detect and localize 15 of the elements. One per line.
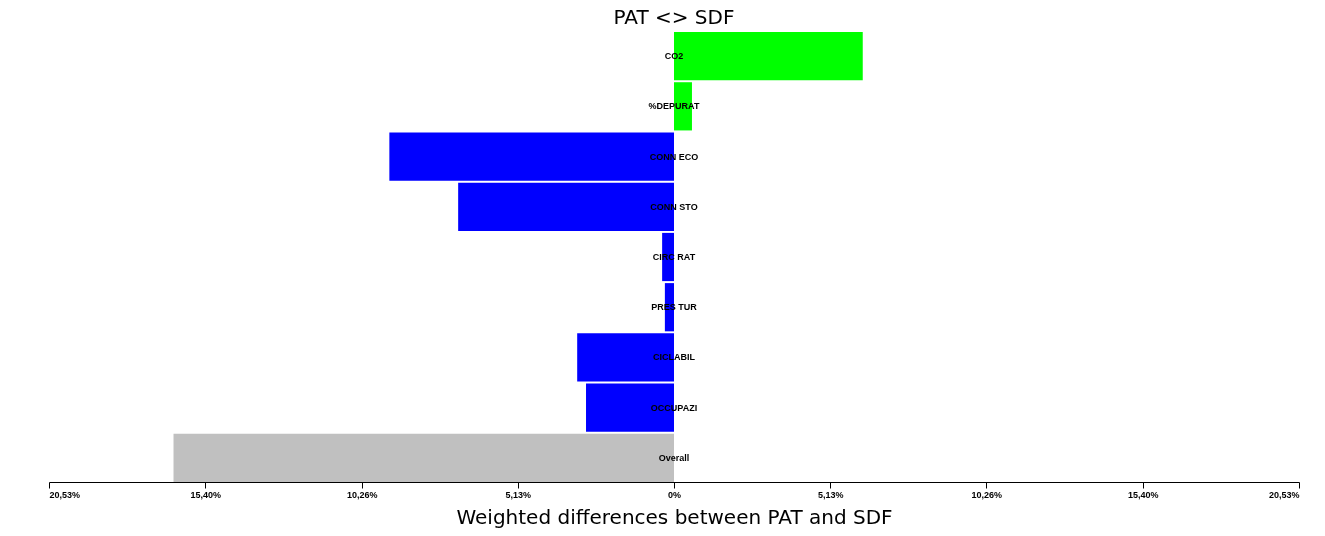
x-tick-label: 10,26%	[346, 489, 378, 500]
x-tick-label: 20,53%	[1268, 489, 1300, 500]
x-tick-label: 15,40%	[1128, 489, 1159, 500]
x-tick-label: 0%	[667, 489, 682, 500]
x-axis-title: Weighted differences between PAT and SDF	[456, 504, 893, 529]
y-tick-label: CICLABIL	[653, 352, 696, 363]
x-tick-label: 5,13%	[817, 489, 844, 500]
x-tick-label: 20,53%	[49, 489, 81, 500]
y-tick-label: OCCUPAZI	[650, 402, 698, 413]
y-tick-label: Overall	[658, 452, 690, 463]
chart-title: PAT <> SDF	[613, 5, 735, 29]
x-tick-label: 5,13%	[505, 489, 532, 500]
x-tick-label: 10,26%	[971, 489, 1003, 500]
x-tick-label: 15,40%	[190, 489, 221, 500]
y-tick-label: CO2	[664, 51, 684, 62]
